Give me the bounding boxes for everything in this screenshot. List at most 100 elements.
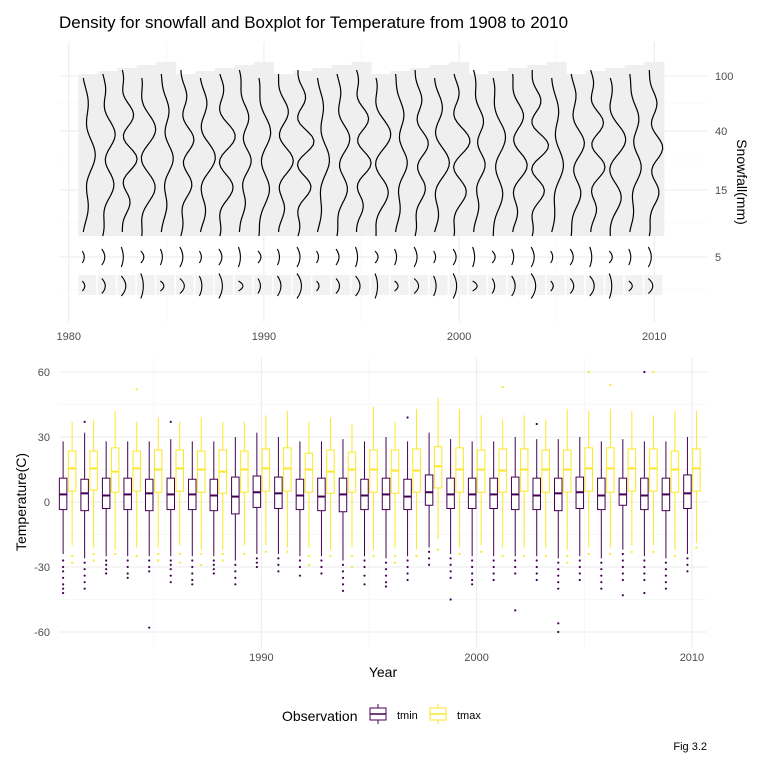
outlier-point (255, 557, 258, 560)
tmin-box (101, 441, 111, 575)
density-curve-bottom (452, 273, 458, 299)
outlier-point (393, 555, 397, 558)
outlier-point (255, 565, 258, 569)
density-shade-low (488, 275, 507, 295)
x-tick-label: 2000 (464, 652, 488, 664)
outlier-point (341, 576, 345, 579)
outlier-point (384, 568, 388, 571)
density-curve-bottom (316, 280, 320, 292)
density-curve (140, 77, 157, 237)
density-curve (570, 73, 586, 237)
outlier-point (105, 568, 108, 571)
box-body (563, 449, 572, 493)
density-curve-low (101, 248, 106, 266)
tmax-box (627, 411, 637, 553)
y-tick-label: 15 (715, 185, 727, 197)
density-shade-low (429, 275, 448, 295)
outlier-point (621, 559, 624, 562)
tmin-box (166, 420, 176, 584)
outlier-point (406, 416, 409, 419)
tmin-box (188, 441, 197, 586)
density-curve-bottom (140, 273, 144, 299)
outlier-point (535, 422, 538, 426)
box-body (369, 449, 378, 493)
outlier-point (341, 563, 345, 566)
outlier-point (471, 572, 474, 575)
density-shade (332, 65, 353, 236)
density-curve (102, 73, 116, 237)
density-shade (234, 65, 255, 236)
outlier-point (135, 555, 138, 558)
outlier-point (643, 370, 646, 374)
density-curve-low (198, 250, 202, 264)
density-curve-bottom (120, 275, 127, 297)
density-shade (410, 68, 431, 236)
density-curve-bottom (530, 273, 537, 299)
box-body (476, 449, 486, 493)
density-curve-low (335, 248, 340, 266)
density-shade-low (214, 275, 233, 295)
density-curve-bottom (218, 273, 223, 299)
outlier-point (277, 557, 280, 560)
density-shade-low (605, 275, 624, 295)
outlier-point (126, 576, 129, 579)
outlier-point (523, 555, 526, 558)
outlier-point (191, 583, 194, 586)
density-curve (492, 77, 507, 237)
outlier-point (471, 559, 474, 562)
density-shade-low (136, 275, 155, 295)
density-curve-bottom (101, 278, 106, 294)
outlier-point (372, 555, 375, 558)
outlier-point (234, 583, 237, 586)
legend-key-tmax: tmax (429, 704, 481, 724)
outlier-point (62, 583, 65, 586)
outlier-point (514, 565, 517, 569)
tmin-box (295, 441, 305, 577)
box-body (89, 450, 98, 491)
outlier-point (135, 388, 138, 391)
outlier-point (514, 559, 517, 562)
boxplot-panel-xlabel: Year (369, 664, 398, 680)
density-shade-low (78, 275, 97, 295)
density-shade (97, 71, 118, 236)
density-curve (121, 69, 138, 233)
density-curve (609, 77, 627, 237)
tmin-box (338, 439, 348, 592)
outlier-point (148, 559, 151, 562)
density-curve (238, 69, 252, 233)
density-curve (531, 70, 550, 237)
box-body (347, 451, 357, 493)
density-curve (374, 77, 392, 237)
outlier-point (664, 581, 668, 584)
density-curve (452, 73, 471, 237)
outlier-point (307, 555, 311, 558)
outlier-point (363, 574, 366, 577)
tmin-box (510, 437, 520, 612)
density-curve-low (257, 250, 262, 264)
box-body (295, 478, 305, 511)
density-curve-bottom (433, 275, 437, 297)
box-body (627, 448, 637, 492)
outlier-point (83, 574, 86, 577)
density-curve (414, 69, 429, 237)
outlier-point (557, 581, 560, 584)
outlier-point (363, 559, 366, 562)
density-curve (512, 73, 528, 233)
tmin-box (467, 441, 477, 586)
outlier-point (83, 587, 86, 590)
density-shade-low (449, 275, 468, 295)
density-curve-low (550, 250, 554, 264)
density-shade-low (624, 275, 643, 295)
density-curve-low (237, 246, 241, 268)
density-curve-bottom (160, 280, 165, 292)
density-curve-low (218, 248, 223, 266)
density-shade-low (332, 275, 351, 295)
tmax-box (261, 415, 271, 553)
outlier-point (535, 565, 538, 569)
density-curve-bottom (608, 273, 613, 299)
density-curve (180, 69, 195, 237)
outlier-point (621, 594, 624, 597)
outlier-point (664, 561, 668, 564)
outlier-point (609, 552, 612, 556)
density-curve-bottom (589, 275, 595, 297)
